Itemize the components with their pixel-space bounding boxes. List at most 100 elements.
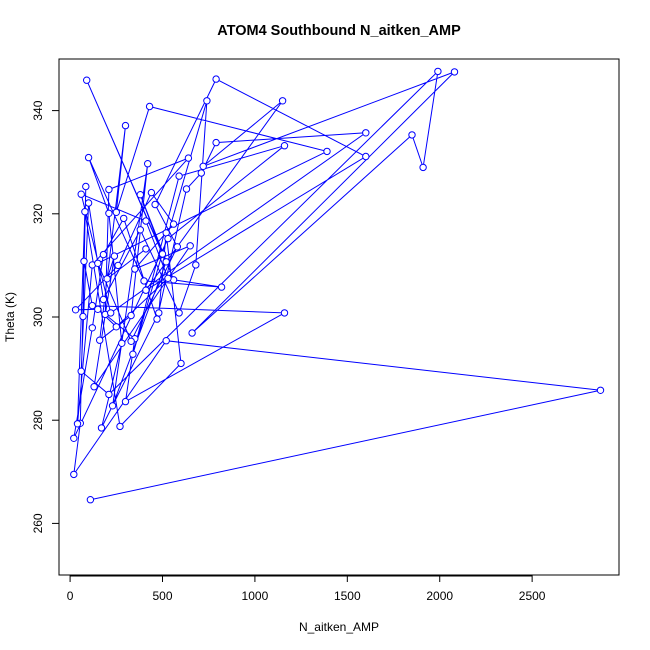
data-point xyxy=(145,102,154,111)
data-point xyxy=(90,383,98,391)
data-point xyxy=(79,312,87,321)
data-point xyxy=(158,250,167,258)
data-point xyxy=(121,397,130,406)
data-point xyxy=(96,336,104,344)
data-point xyxy=(151,200,159,209)
data-point xyxy=(94,305,102,313)
data-point xyxy=(203,97,211,105)
data-point xyxy=(153,315,161,323)
data-point xyxy=(177,359,185,368)
data-point xyxy=(192,261,200,269)
data-point xyxy=(129,350,137,358)
data-point xyxy=(112,323,121,331)
data-point xyxy=(173,243,182,251)
x-tick-label: 500 xyxy=(152,589,172,603)
data-point xyxy=(362,152,370,161)
data-point xyxy=(175,309,183,317)
data-point xyxy=(175,172,183,180)
x-tick-label: 1000 xyxy=(242,589,269,603)
data-point xyxy=(107,309,115,317)
chart-title: ATOM4 Southbound N_aitken_AMP xyxy=(217,23,461,39)
data-point xyxy=(88,324,97,332)
data-point xyxy=(434,67,442,76)
data-point xyxy=(169,220,178,228)
data-point xyxy=(280,309,289,317)
x-tick-label: 2000 xyxy=(426,589,453,603)
data-point xyxy=(184,154,193,162)
data-point xyxy=(118,339,126,347)
data-point xyxy=(142,245,150,253)
data-point xyxy=(97,424,106,432)
data-point xyxy=(136,226,145,234)
data-point xyxy=(94,259,102,267)
data-point xyxy=(164,274,172,282)
y-axis: 260 280 300 320 340 xyxy=(31,100,59,533)
x-tick-label: 2500 xyxy=(519,589,546,603)
data-point xyxy=(70,470,78,479)
data-point xyxy=(212,138,220,147)
data-point xyxy=(197,169,206,177)
y-axis-label: Theta (K) xyxy=(3,292,17,342)
y-tick-label: 320 xyxy=(31,203,45,223)
data-point xyxy=(86,496,95,504)
data-point xyxy=(114,261,122,270)
data-point xyxy=(186,242,194,250)
data-point xyxy=(73,420,82,428)
data-point xyxy=(278,97,287,105)
data-point xyxy=(323,147,331,156)
data-point xyxy=(99,250,108,259)
data-point xyxy=(127,311,135,320)
data-point xyxy=(81,208,89,216)
data-point xyxy=(188,329,196,337)
data-point xyxy=(155,309,163,317)
data-point xyxy=(88,301,97,310)
data-point xyxy=(408,131,416,139)
data-point xyxy=(280,142,289,150)
data-point xyxy=(112,208,121,217)
data-point xyxy=(419,163,427,172)
data-point xyxy=(121,121,130,130)
data-point xyxy=(120,214,128,223)
data-point xyxy=(362,129,370,137)
data-point xyxy=(105,185,113,194)
data-point xyxy=(131,265,139,273)
data-point xyxy=(144,160,152,168)
data-point xyxy=(199,162,207,171)
data-point xyxy=(103,275,111,283)
data-point xyxy=(84,199,93,207)
y-tick-label: 300 xyxy=(31,307,45,327)
data-point xyxy=(84,153,93,162)
data-point xyxy=(71,306,80,314)
data-point xyxy=(80,257,88,265)
data-point xyxy=(77,367,85,375)
series-points xyxy=(70,67,605,504)
data-point xyxy=(116,422,124,431)
data-point xyxy=(136,191,145,199)
data-point xyxy=(127,337,135,345)
data-point xyxy=(182,185,191,193)
x-tick-label: 0 xyxy=(67,589,74,603)
data-point xyxy=(162,258,170,266)
data-point xyxy=(110,252,119,260)
data-point xyxy=(77,190,85,198)
x-axis-label: N_aitken_AMP xyxy=(299,620,379,634)
y-tick-label: 340 xyxy=(31,100,45,120)
data-point xyxy=(217,283,226,291)
y-tick-label: 280 xyxy=(31,410,45,430)
data-point xyxy=(70,434,78,442)
data-point xyxy=(162,337,170,345)
data-point xyxy=(82,182,90,191)
data-point xyxy=(596,386,605,394)
series-line xyxy=(73,69,601,501)
data-point xyxy=(83,76,91,84)
data-point xyxy=(142,217,150,225)
data-point xyxy=(450,68,459,76)
x-axis: 0 500 1000 1500 2000 2500 xyxy=(67,575,546,603)
data-point xyxy=(140,277,148,285)
data-point xyxy=(164,234,172,243)
y-tick-label: 260 xyxy=(31,513,45,533)
series-lines xyxy=(73,69,601,501)
data-point xyxy=(142,286,150,294)
data-point xyxy=(105,390,113,399)
